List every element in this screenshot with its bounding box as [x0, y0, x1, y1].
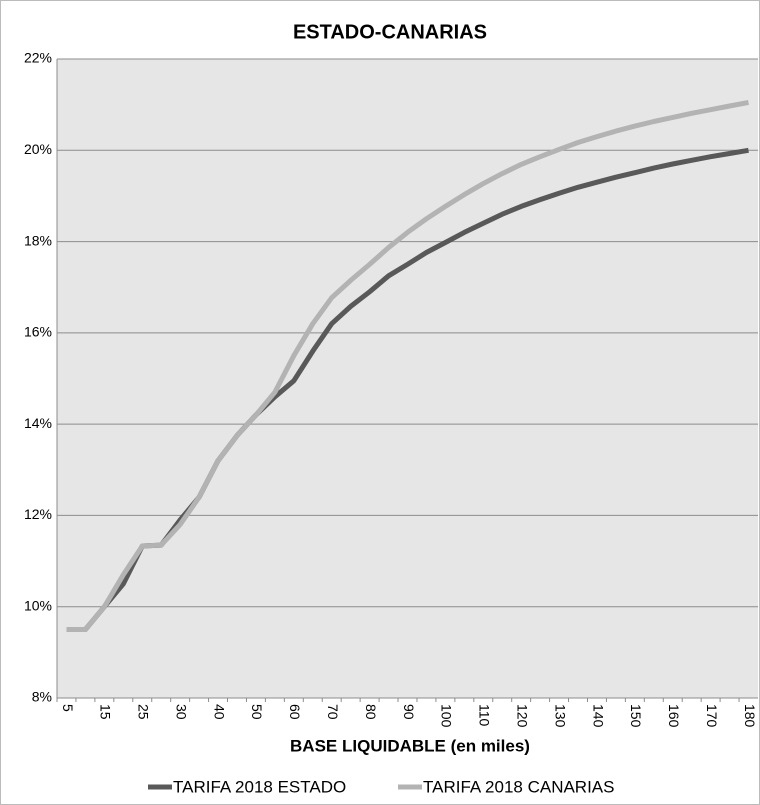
x-tick-label: 130 [552, 704, 568, 728]
x-tick-label: 15 [98, 704, 114, 720]
y-tick-label: 8% [32, 689, 52, 705]
legend-label: TARIFA 2018 CANARIAS [423, 777, 614, 796]
y-tick-label: 14% [24, 415, 52, 431]
x-tick-label: 180 [742, 704, 758, 728]
x-tick-label: 140 [590, 704, 606, 728]
y-tick-label: 10% [24, 597, 52, 613]
plot-area [57, 59, 758, 698]
y-tick-label: 16% [24, 324, 52, 340]
x-tick-label: 120 [514, 704, 530, 728]
x-axis-label: BASE LIQUIDABLE (en miles) [290, 736, 530, 755]
x-tick-label: 25 [136, 704, 152, 720]
x-tick-label: 70 [325, 704, 341, 720]
x-tick-label: 150 [628, 704, 644, 728]
x-tick-label: 5 [60, 704, 76, 712]
line-series [66, 99, 749, 632]
x-tick-label: 60 [287, 704, 303, 720]
x-tick-label: 90 [401, 704, 417, 720]
y-tick-label: 22% [24, 50, 52, 66]
x-tick-label: 50 [249, 704, 265, 720]
legend-label: TARIFA 2018 ESTADO [173, 777, 346, 796]
line-series [66, 147, 749, 632]
x-tick-label: 100 [439, 704, 455, 728]
y-tick-label: 18% [24, 232, 52, 248]
x-tick-label: 110 [477, 704, 493, 727]
chart-title: ESTADO-CANARIAS [293, 21, 487, 43]
x-tick-label: 80 [363, 704, 379, 720]
x-tick-label: 170 [704, 704, 720, 728]
y-tick-label: 20% [24, 141, 52, 157]
y-tick-label: 12% [24, 506, 52, 522]
x-tick-label: 30 [173, 704, 189, 720]
x-tick-label: 160 [666, 704, 682, 728]
x-tick-label: 40 [211, 704, 227, 720]
